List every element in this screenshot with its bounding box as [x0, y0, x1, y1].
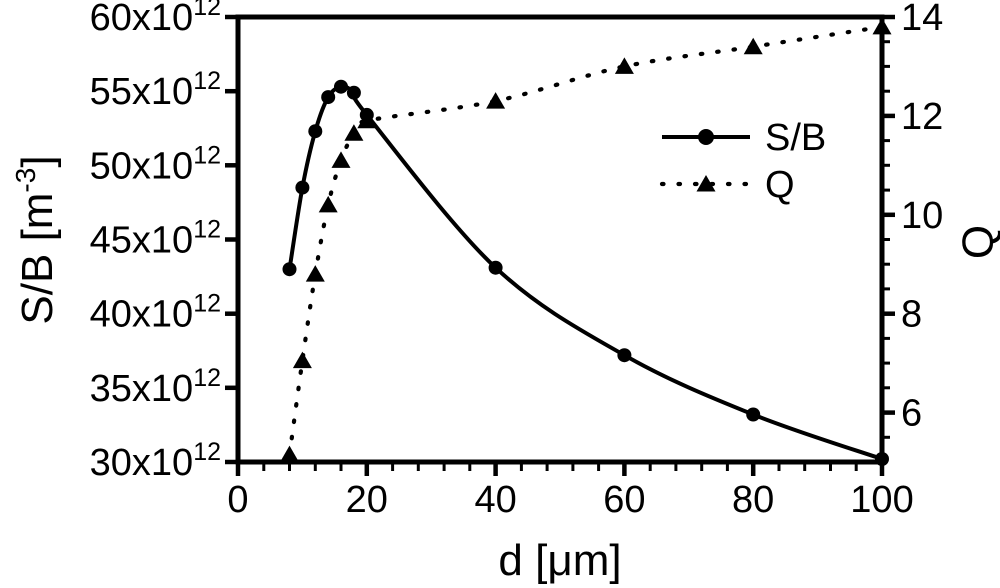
- axis-tick-labels: 0 20 40 60 80 100 30x1012 35x1012 40x1012 45x1012…: [90, 0, 944, 521]
- sb-data-point-marker: [282, 262, 297, 277]
- x-axis-tick-label: 100: [850, 479, 913, 521]
- q-data-point-marker: [743, 37, 763, 55]
- y-left-title-base: S/B [m: [13, 193, 62, 325]
- y-left-tick-label: 35x1012: [90, 364, 221, 410]
- data-series: [280, 17, 892, 466]
- sb-data-point-marker: [295, 180, 310, 195]
- sb-data-point-marker: [321, 90, 336, 105]
- y-left-tick-label: 50x1012: [90, 141, 221, 187]
- legend-sb-marker-icon: [698, 129, 714, 145]
- q-series-line: [287, 24, 885, 457]
- sb-data-point-marker: [308, 124, 323, 139]
- y-left-tick-label: 60x1012: [90, 0, 221, 39]
- q-data-point-marker: [486, 92, 506, 109]
- y-right-axis-title: Q: [954, 225, 1000, 259]
- q-data-point-marker: [872, 17, 892, 35]
- q-data-point-marker: [280, 445, 299, 463]
- y-right-tick-label: 10: [901, 195, 943, 237]
- y-left-tick-label: 30x1012: [90, 438, 221, 484]
- x-axis-tick-label: 60: [603, 479, 645, 521]
- legend-q-marker-icon: [696, 175, 716, 192]
- x-axis-tick-label: 20: [346, 479, 388, 521]
- x-axis-tick-label: 40: [474, 479, 516, 521]
- x-axis-tick-label: 0: [227, 479, 248, 521]
- sb-data-point-marker: [334, 79, 348, 94]
- y-left-tick-label: 55x1012: [90, 67, 221, 113]
- q-data-point-marker: [305, 265, 325, 282]
- q-data-point-marker: [344, 124, 364, 141]
- sb-data-point-marker: [875, 452, 889, 466]
- sb-data-point-marker: [346, 85, 361, 100]
- y-right-tick-label: 8: [901, 294, 922, 336]
- x-axis-tick-label: 80: [732, 479, 774, 521]
- q-data-point-marker: [614, 57, 634, 74]
- q-data-point-marker: [357, 111, 377, 129]
- y-right-tick-label: 12: [901, 96, 943, 138]
- q-data-point-marker: [292, 351, 312, 369]
- plot-frame: [235, 14, 885, 465]
- legend: S/B Q: [659, 117, 826, 206]
- y-left-tick-label: 45x1012: [90, 216, 221, 262]
- plot-frame-border: [235, 14, 885, 465]
- legend-q-label: Q: [765, 164, 795, 206]
- y-left-axis-title: S/B [m-3]: [10, 155, 62, 324]
- y-left-title-superscript: -3: [10, 168, 41, 193]
- q-data-point-marker: [318, 195, 338, 213]
- sb-data-point-marker: [746, 407, 761, 422]
- y-left-title-close: ]: [13, 155, 62, 167]
- y-right-tick-label: 6: [901, 393, 922, 435]
- x-axis-title: d [μm]: [498, 536, 621, 585]
- q-data-point-marker: [331, 151, 351, 168]
- y-left-tick-label: 40x1012: [90, 290, 221, 336]
- sb-data-point-marker: [617, 348, 632, 363]
- axis-ticks: [225, 14, 895, 476]
- y-right-tick-label: 14: [901, 0, 943, 39]
- sb-data-point-marker: [488, 260, 503, 275]
- legend-sb-label: S/B: [765, 117, 826, 159]
